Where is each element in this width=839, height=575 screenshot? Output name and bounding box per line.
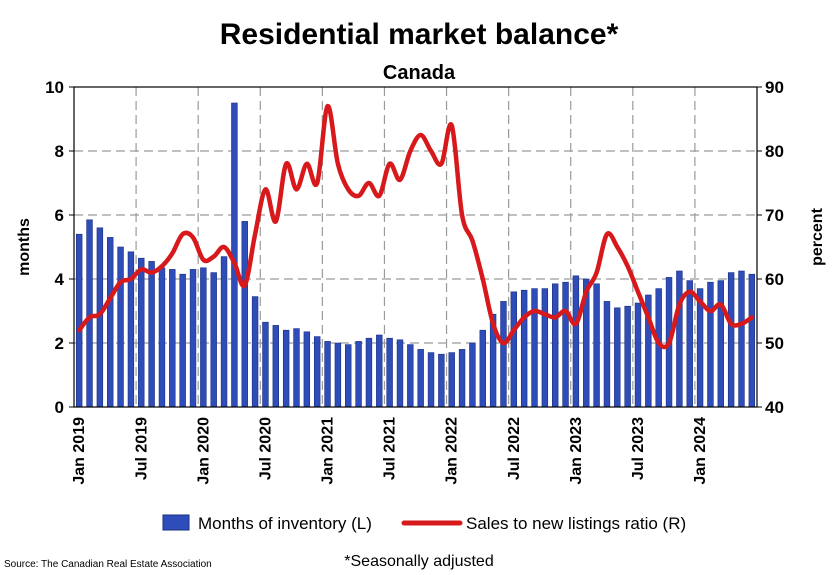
bar: [407, 344, 414, 408]
legend-label-bars: Months of inventory (L): [198, 514, 372, 533]
bar: [169, 269, 176, 408]
bar: [510, 291, 518, 408]
bar: [324, 341, 331, 408]
x-tick-label: Jan 2019: [71, 417, 88, 485]
bar: [427, 352, 435, 408]
bar: [220, 256, 228, 408]
bar: [448, 352, 455, 408]
y-axis-left-ticks: 0 2 4 6 8 10: [45, 78, 74, 417]
gridlines: [74, 87, 757, 407]
sales-to-new-listings-line: [76, 103, 755, 350]
y-axis-left-label: months: [16, 218, 33, 276]
bar: [345, 344, 352, 408]
bar: [634, 302, 642, 408]
bar: [562, 281, 569, 408]
bar: [210, 272, 217, 408]
bar: [727, 272, 735, 408]
legend-bar-swatch: [162, 514, 190, 531]
bar: [355, 341, 362, 408]
x-tick-label: Jan 2023: [568, 417, 585, 485]
x-tick-label: Jul 2019: [133, 417, 150, 480]
y-tick-right: 70: [765, 206, 784, 225]
bar: [334, 342, 342, 408]
y-tick-left: 4: [55, 270, 65, 289]
y-tick-right: 60: [765, 270, 784, 289]
bar: [479, 329, 486, 408]
bar: [262, 321, 269, 408]
source-note: Source: The Canadian Real Estate Associa…: [4, 559, 212, 570]
bar: [469, 342, 476, 408]
legend-label-line: Sales to new listings ratio (R): [466, 514, 686, 533]
y-tick-right: 50: [765, 334, 784, 353]
bar: [541, 288, 549, 408]
bar: [552, 283, 559, 408]
x-tick-label: Jan 2022: [444, 417, 461, 485]
bar: [717, 280, 724, 408]
bar: [179, 273, 186, 408]
x-tick-label: Jul 2023: [630, 417, 647, 480]
bar: [376, 334, 383, 408]
bar: [458, 349, 466, 408]
legend: Months of inventory (L) Sales to new lis…: [162, 514, 686, 533]
bar: [614, 307, 621, 408]
bar: [75, 233, 83, 408]
y-tick-left: 2: [55, 334, 64, 353]
bar: [686, 280, 693, 408]
y-tick-right: 80: [765, 142, 784, 161]
chart-subtitle: Canada: [383, 62, 456, 84]
bar: [138, 257, 145, 408]
y-tick-left: 6: [55, 206, 64, 225]
plot-frame: [73, 86, 758, 408]
bar: [438, 353, 445, 408]
line-series: [76, 103, 755, 350]
bar: [738, 270, 745, 408]
bar: [520, 289, 528, 408]
x-tick-label: Jan 2024: [692, 417, 709, 485]
bar: [386, 337, 393, 408]
bar: [158, 267, 166, 408]
y-axis-right-label: percent: [809, 207, 826, 265]
bar: [107, 237, 114, 408]
x-axis-ticks: Jan 2019 Jul 2019 Jan 2020 Jul 2020 Jan 2021…: [71, 417, 709, 485]
bar: [593, 283, 600, 408]
bar: [396, 339, 404, 408]
bar-series: [75, 102, 756, 408]
bar: [200, 267, 207, 408]
y-tick-left: 10: [45, 78, 64, 97]
bar: [624, 305, 631, 408]
chart-title: Residential market balance*: [220, 18, 619, 51]
bar: [86, 219, 93, 408]
y-tick-right: 40: [765, 398, 784, 417]
bar: [189, 269, 197, 408]
bar: [303, 331, 311, 408]
x-tick-label: Jan 2021: [320, 417, 337, 485]
y-tick-left: 8: [55, 142, 64, 161]
x-tick-label: Jan 2020: [195, 417, 212, 485]
bar: [117, 246, 124, 408]
footnote: *Seasonally adjusted: [344, 553, 493, 570]
bar: [148, 261, 155, 408]
bar: [293, 328, 300, 408]
bar: [572, 275, 580, 408]
y-axis-right-ticks: 40 50 60 70 80 90: [757, 78, 784, 417]
bar: [282, 329, 290, 408]
bar: [531, 288, 538, 408]
bar: [417, 349, 424, 408]
bar: [251, 296, 259, 408]
y-tick-left: 0: [55, 398, 64, 417]
bar: [241, 221, 248, 408]
bar: [707, 281, 714, 408]
x-tick-label: Jul 2020: [257, 417, 274, 480]
bar: [500, 301, 507, 408]
y-tick-right: 90: [765, 78, 784, 97]
bar: [748, 273, 756, 408]
bar: [676, 270, 683, 408]
bar: [272, 325, 279, 408]
bar: [603, 301, 611, 408]
x-tick-label: Jul 2022: [506, 417, 523, 480]
x-tick-label: Jul 2021: [382, 417, 399, 480]
bar: [365, 337, 373, 408]
bar: [313, 336, 321, 408]
